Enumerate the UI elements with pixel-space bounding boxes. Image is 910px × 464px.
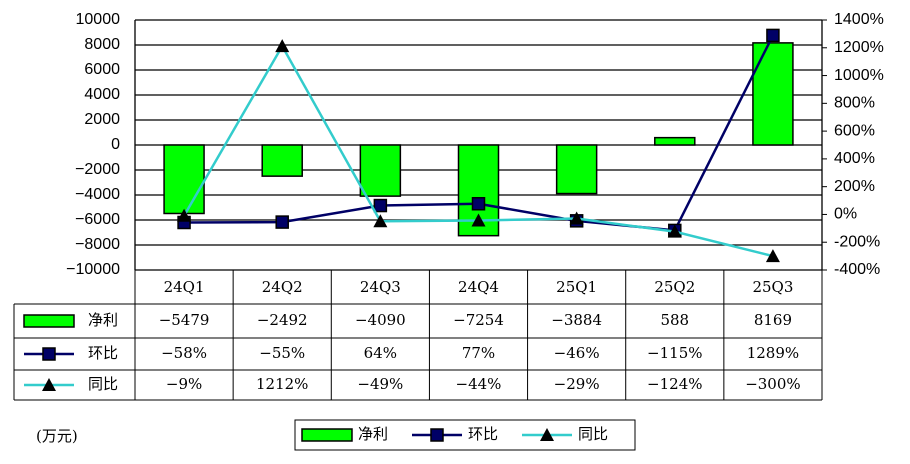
marker <box>765 249 780 263</box>
x-tick-label: 25Q2 <box>654 278 695 296</box>
table-cell: 1289% <box>747 344 799 362</box>
y-tick-label: −4000 <box>75 186 120 203</box>
y2-tick-label: -400% <box>834 261 880 278</box>
marker <box>42 347 56 361</box>
table-cell: −46% <box>554 344 600 362</box>
marker <box>373 198 388 213</box>
y-tick-label: 2000 <box>84 111 120 128</box>
y2-tick-label: 600% <box>834 122 875 139</box>
marker <box>275 39 290 53</box>
y-tick-label: −6000 <box>75 211 120 228</box>
x-tick-label: 25Q3 <box>752 278 793 296</box>
table-cell: −300% <box>745 375 800 393</box>
y2-tick-label: 0% <box>834 206 857 223</box>
bar <box>752 42 794 146</box>
marker <box>471 197 486 211</box>
bar <box>654 136 696 146</box>
table-cell: −58% <box>161 344 207 362</box>
marker <box>42 378 56 391</box>
bar <box>555 144 598 195</box>
table-cell: −44% <box>456 375 502 393</box>
table-cell: 1212% <box>256 375 308 393</box>
table-cell: 8169 <box>754 311 792 329</box>
marker <box>177 208 192 222</box>
table-cell: −49% <box>357 375 403 393</box>
y-tick-label: 6000 <box>84 61 120 78</box>
table-cell: −7254 <box>453 311 504 329</box>
x-tick-label: 24Q2 <box>262 278 303 296</box>
table-series-name: 环比 <box>88 344 118 362</box>
y2-tick-label: 1200% <box>834 39 884 56</box>
y-tick-label: −10000 <box>66 261 120 278</box>
table-cell: −4090 <box>355 311 406 329</box>
legend-key <box>301 428 353 442</box>
table-series-name: 同比 <box>88 375 118 393</box>
unit-note: (万元) <box>36 427 78 445</box>
y2-tick-label: 1400% <box>834 11 884 28</box>
y2-tick-label: 800% <box>834 95 875 112</box>
table-cell: −115% <box>647 344 702 362</box>
y-tick-label: −2000 <box>75 161 120 178</box>
table-cell: −55% <box>259 344 305 362</box>
table-cell: −2492 <box>257 311 308 329</box>
marker <box>471 213 486 227</box>
legend-label: 净利 <box>358 425 388 443</box>
table-cell: −3884 <box>551 311 602 329</box>
x-tick-label: 24Q1 <box>164 278 205 296</box>
table-series-name: 净利 <box>88 311 118 329</box>
y-tick-label: 0 <box>111 136 120 153</box>
y2-tick-label: 200% <box>834 178 875 195</box>
marker <box>667 224 682 238</box>
legend <box>294 419 636 451</box>
marker <box>275 215 289 229</box>
x-tick-label: 25Q1 <box>556 278 597 296</box>
y2-tick-label: 1000% <box>834 67 884 84</box>
legend-label: 同比 <box>578 425 608 443</box>
y-tick-label: 8000 <box>84 36 120 53</box>
table-cell: −9% <box>166 375 202 393</box>
x-tick-label: 24Q4 <box>458 278 499 296</box>
y-tick-label: 4000 <box>84 86 120 103</box>
table-cell: 64% <box>364 344 397 362</box>
bar <box>163 144 205 215</box>
table-cell: −29% <box>554 375 600 393</box>
legend-label: 环比 <box>468 425 498 443</box>
y2-tick-label: -200% <box>834 233 880 250</box>
marker <box>540 428 554 441</box>
x-tick-label: 24Q3 <box>360 278 401 296</box>
marker <box>373 214 388 228</box>
table-cell: −124% <box>647 375 702 393</box>
table-cell: −5479 <box>159 311 210 329</box>
marker <box>569 211 584 225</box>
table-cell: 77% <box>462 344 495 362</box>
bar <box>261 144 303 177</box>
y2-tick-label: 400% <box>834 150 875 167</box>
table-cell: 588 <box>660 311 689 329</box>
y-tick-label: 10000 <box>76 11 121 28</box>
bar <box>359 144 402 197</box>
marker <box>430 428 444 442</box>
y-tick-label: −8000 <box>75 236 120 253</box>
marker <box>766 28 780 43</box>
legend-key <box>23 314 75 328</box>
